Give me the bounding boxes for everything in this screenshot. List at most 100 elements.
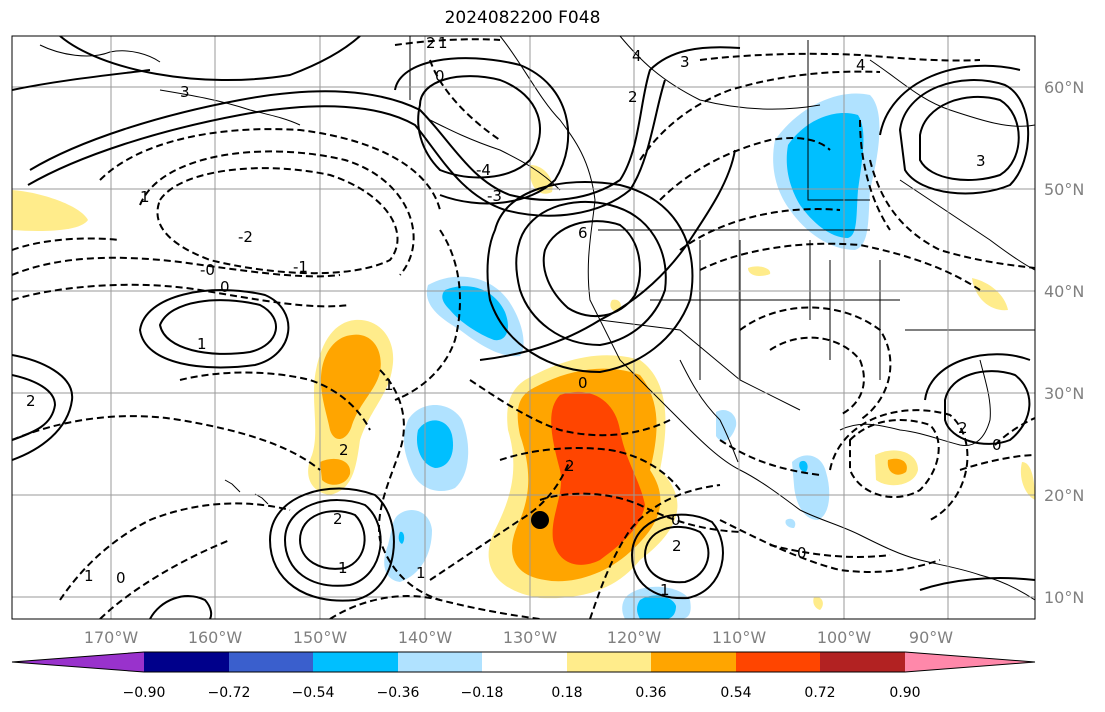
storm-center-dot (531, 511, 549, 529)
colorbar-segment (482, 652, 567, 672)
lat-label: 40°N (1044, 282, 1084, 301)
contour-label: 1 (140, 188, 150, 206)
colorbar-segment (567, 652, 651, 672)
negative-anomaly-region (416, 420, 454, 468)
contour-label: 1 (416, 564, 426, 582)
negative-anomaly-region (792, 455, 830, 520)
colorbar-tick-label: 0.54 (720, 685, 751, 701)
negative-anomaly-region (398, 531, 405, 544)
positive-anomaly-region (320, 458, 351, 485)
colorbar-extend-high (905, 652, 1035, 672)
lon-label: 100°W (817, 628, 872, 647)
contour-label: 0 (578, 374, 588, 392)
contour-label: 1 (84, 567, 94, 585)
colorbar-tick-label: 0.36 (635, 685, 666, 701)
contour-label: 0 (220, 278, 230, 296)
positive-anomaly-region (1020, 462, 1035, 500)
colorbar-segment (313, 652, 398, 672)
map-frame (11, 35, 1036, 620)
colorbar-tick-label: 0.72 (804, 685, 835, 701)
colorbar-tick-label: −0.54 (292, 685, 335, 701)
contour-label: 0 (797, 544, 807, 562)
contour-label: -1 (293, 258, 308, 276)
contour-label: 0 (671, 511, 681, 529)
lat-label: 60°N (1044, 78, 1084, 97)
lon-label: 150°W (293, 628, 348, 647)
contour-label: 2 (565, 457, 575, 475)
dashed-contours (12, 38, 1035, 619)
colorbar-tick-label: −0.36 (377, 685, 420, 701)
contour-label: 1 (438, 34, 448, 52)
solid-contours (12, 36, 1035, 619)
contour-label: 4 (632, 47, 642, 65)
contour-label: -2 (238, 228, 253, 246)
positive-anomaly-region (551, 391, 645, 565)
positive-anomaly-region (887, 458, 907, 475)
colorbar-segment (144, 652, 229, 672)
positive-anomaly-region (813, 596, 823, 610)
lat-label: 30°N (1044, 384, 1084, 403)
contour-label: 2 (333, 510, 343, 528)
colorbar-tick-label: 0.90 (889, 685, 920, 701)
shading-layer (12, 93, 1035, 619)
contour-label: 6 (578, 224, 588, 242)
contour-label: -3 (487, 187, 502, 205)
contour-label: -4 (476, 161, 491, 179)
colorbar-segment (820, 652, 905, 672)
negative-anomaly-region (384, 510, 432, 582)
longitude-axis: 170°W 160°W 150°W 140°W 130°W 120°W 110°… (84, 628, 953, 647)
negative-anomaly-region (716, 409, 737, 441)
lat-label: 50°N (1044, 180, 1084, 199)
colorbar-segment (736, 652, 820, 672)
positive-anomaly-region (748, 266, 771, 276)
contour-label: 1 (197, 335, 207, 353)
lat-label: 10°N (1044, 588, 1084, 607)
lon-label: 160°W (188, 628, 243, 647)
colorbar: −0.90 −0.72 −0.54 −0.36 −0.18 0.18 0.36 … (11, 651, 1036, 701)
lat-label: 20°N (1044, 486, 1084, 505)
colorbar-segment (229, 652, 313, 672)
contour-label: 2 (628, 88, 638, 106)
graticule (12, 36, 1035, 619)
coastlines (39, 36, 1035, 601)
colorbar-tick-label: −0.90 (123, 685, 166, 701)
negative-anomaly-region (785, 518, 796, 528)
colorbar-extend-low (12, 652, 144, 672)
positive-anomaly-region (12, 190, 88, 231)
contour-label: 4 (856, 56, 866, 74)
positive-anomaly-region (320, 334, 381, 440)
contour-label: 2 (339, 441, 349, 459)
negative-anomaly-region (442, 286, 508, 341)
contour-label: 0 (435, 67, 445, 85)
contour-label: 3 (680, 53, 690, 71)
colorbar-segment (651, 652, 736, 672)
contour-label: 0 (992, 436, 1002, 454)
contour-label: -0 (200, 261, 215, 279)
contour-label: 2 (26, 392, 36, 410)
lon-label: 170°W (84, 628, 139, 647)
lon-label: 140°W (398, 628, 453, 647)
contour-label: 1 (660, 581, 670, 599)
colorbar-tick-label: −0.18 (461, 685, 504, 701)
contour-label: 2 (426, 34, 436, 52)
contour-labels: 2 1 0 4 3 -4 -3 -2 -1 -0 6 2 3 1 0 2 1 1… (26, 34, 1002, 599)
lon-label: 110°W (712, 628, 767, 647)
lon-label: 130°W (503, 628, 558, 647)
lon-label: 90°W (909, 628, 953, 647)
contour-label: 2 (958, 419, 968, 437)
contour-label: 2 (672, 537, 682, 555)
negative-anomaly-region (799, 460, 808, 472)
contour-label: 0 (116, 569, 126, 587)
colorbar-segment (398, 652, 482, 672)
colorbar-tick-label: −0.72 (208, 685, 251, 701)
colorbar-tick-label: 0.18 (551, 685, 582, 701)
contour-label: 3 (180, 83, 190, 101)
map-title: 2024082200 F048 (444, 8, 601, 28)
latitude-axis: 60°N 50°N 40°N 30°N 20°N 10°N (1044, 78, 1084, 607)
lon-label: 120°W (607, 628, 662, 647)
contour-label: 3 (976, 152, 986, 170)
positive-anomaly-region (972, 278, 1008, 311)
contour-label: 1 (338, 559, 348, 577)
contour-label: 1 (384, 376, 394, 394)
